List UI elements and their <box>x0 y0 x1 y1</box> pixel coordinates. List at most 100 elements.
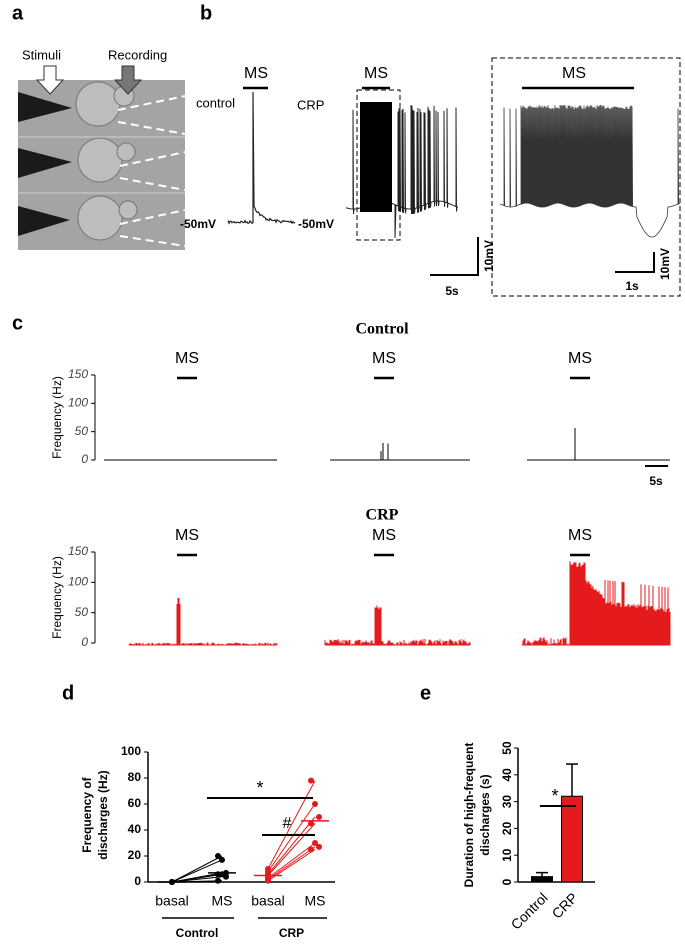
x-tick-label: CRP <box>549 889 581 921</box>
y-axis-label: discharges (Hz) <box>96 770 110 859</box>
ms-label: MS <box>175 350 199 367</box>
baseline-label: -50mV <box>180 217 216 231</box>
voltage-trace <box>499 105 681 238</box>
dot <box>215 853 221 859</box>
ms-label: MS <box>175 527 199 544</box>
scale-bar <box>615 252 655 273</box>
zoom-box <box>491 57 681 297</box>
y-tick-label: 50 <box>75 424 89 438</box>
pair-line <box>171 876 223 883</box>
frequency-trace <box>521 561 671 646</box>
dot <box>316 814 322 820</box>
dot <box>308 846 314 853</box>
y-tick-label: 0 <box>81 635 88 649</box>
panel-label: d <box>62 682 74 704</box>
y-axis-label: Frequency (Hz) <box>50 556 64 639</box>
trace-label: CRP <box>297 97 324 112</box>
pair-line <box>171 859 223 883</box>
significance: * <box>551 786 558 806</box>
x-tick-label: basal <box>251 893 284 909</box>
x-tick-label: basal <box>155 893 188 909</box>
dot <box>215 877 221 884</box>
ms-label: MS <box>244 65 268 82</box>
y-tick-label: 0 <box>500 878 514 885</box>
y-tick-label: 100 <box>68 575 88 589</box>
ms-label: MS <box>568 350 592 367</box>
scale-label: 1s <box>625 279 639 293</box>
subtitle: CRP <box>366 507 399 524</box>
y-tick-label: 0 <box>81 452 88 466</box>
y-tick-label: 60 <box>128 796 142 810</box>
scale-label: 10mV <box>658 248 672 280</box>
panel-label: b <box>200 2 212 24</box>
dot <box>265 877 271 884</box>
scale-bar <box>430 237 479 276</box>
frequency-trace <box>330 443 470 461</box>
y-tick-label: 100 <box>121 744 141 758</box>
y-axis-label: Frequency (Hz) <box>50 376 64 459</box>
y-axis-label: Frequency of <box>80 776 94 852</box>
burst <box>360 102 392 212</box>
x-tick-label: Control <box>508 889 551 932</box>
dot <box>308 820 314 827</box>
pair-line <box>267 803 316 872</box>
scale-label: 5s <box>649 474 663 488</box>
pair-line <box>267 842 316 879</box>
dot <box>312 840 318 846</box>
y-tick-label: 80 <box>128 770 142 784</box>
group-label: CRP <box>279 926 304 940</box>
pair-line <box>267 823 316 876</box>
x-tick-label: MS <box>305 893 326 909</box>
recording-label: Recording <box>108 47 167 62</box>
panel-label: e <box>420 682 431 704</box>
dot <box>219 856 225 863</box>
y-axis-label: Duration of high-frequent <box>462 743 476 888</box>
dot <box>316 843 322 850</box>
bar <box>531 876 553 883</box>
panel-label: c <box>12 312 23 334</box>
ms-label: MS <box>568 527 592 544</box>
ms-label: MS <box>372 350 396 367</box>
trace-label: control <box>196 95 235 110</box>
y-tick-label: 150 <box>68 544 88 558</box>
y-tick-label: 30 <box>500 795 514 809</box>
x-tick-label: MS <box>212 893 233 909</box>
frequency-trace <box>324 605 471 646</box>
frequency-trace <box>527 428 670 461</box>
y-axis-label: discharges (s) <box>478 774 492 855</box>
dot <box>308 777 314 784</box>
dot <box>223 873 229 880</box>
y-tick-label: 40 <box>128 822 142 836</box>
significance: * <box>256 778 263 798</box>
y-tick-label: 50 <box>500 741 514 755</box>
voltage-trace <box>227 91 296 225</box>
panel-label: a <box>12 2 24 24</box>
pair-line <box>267 816 316 875</box>
y-tick-label: 10 <box>500 848 514 862</box>
frequency-trace <box>128 598 278 646</box>
pair-line <box>267 846 316 880</box>
y-tick-label: 20 <box>500 821 514 835</box>
pair-line <box>171 855 223 883</box>
y-tick-label: 100 <box>68 396 88 410</box>
y-tick-label: 150 <box>68 367 88 381</box>
scale-label: 10mV <box>482 240 496 272</box>
baseline-label: -50mV <box>298 217 334 231</box>
ms-label: MS <box>372 527 396 544</box>
stimuli-label: Stimuli <box>22 47 61 62</box>
y-tick-label: 20 <box>128 848 142 862</box>
ms-label: MS <box>364 65 388 82</box>
ms-label: MS <box>562 65 586 82</box>
subtitle: Control <box>355 321 409 338</box>
group-label: Control <box>176 926 219 940</box>
micrograph <box>18 65 186 250</box>
significance: # <box>283 815 292 832</box>
bar <box>561 795 583 883</box>
y-tick-label: 0 <box>134 874 141 888</box>
scale-label: 5s <box>445 284 459 298</box>
y-tick-label: 50 <box>75 605 89 619</box>
y-tick-label: 40 <box>500 768 514 782</box>
dot <box>312 801 318 807</box>
pair-line <box>267 780 316 870</box>
